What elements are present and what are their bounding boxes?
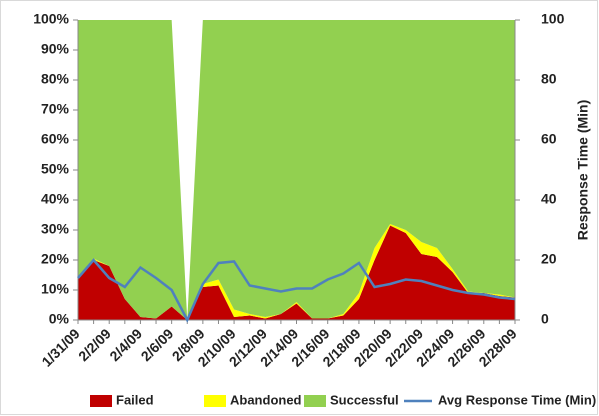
y-tick-label: 100% bbox=[33, 11, 69, 27]
legend-swatch bbox=[304, 395, 326, 407]
y-tick-label: 30% bbox=[41, 221, 70, 237]
legend-swatch bbox=[90, 395, 112, 407]
y2-tick-label: 40 bbox=[541, 191, 557, 207]
line bbox=[77, 258, 516, 323]
legend-label: Avg Response Time (Min) bbox=[438, 392, 596, 407]
area bbox=[78, 20, 515, 320]
y-tick-label: 50% bbox=[41, 161, 70, 177]
legend-label: Abandoned bbox=[230, 392, 302, 407]
y2-tick-label: 80 bbox=[541, 71, 557, 87]
y2-tick-label: 0 bbox=[541, 311, 549, 327]
y2-tick-label: 60 bbox=[541, 131, 557, 147]
y2-tick-label: 100 bbox=[541, 11, 565, 27]
y-tick-label: 60% bbox=[41, 131, 70, 147]
y2-axis-title: Response Time (Min) bbox=[575, 100, 591, 241]
y2-tick-label: 20 bbox=[541, 251, 557, 267]
y-tick-label: 0% bbox=[49, 311, 70, 327]
y-tick-label: 80% bbox=[41, 71, 70, 87]
y-tick-label: 70% bbox=[41, 101, 70, 117]
legend-label: Failed bbox=[116, 392, 154, 407]
y-tick-label: 90% bbox=[41, 41, 70, 57]
y-tick-label: 20% bbox=[41, 251, 70, 267]
legend-label: Successful bbox=[330, 392, 399, 407]
legend-swatch bbox=[204, 395, 226, 407]
y-tick-label: 40% bbox=[41, 191, 70, 207]
y-tick-label: 10% bbox=[41, 281, 70, 297]
area bbox=[78, 225, 515, 320]
